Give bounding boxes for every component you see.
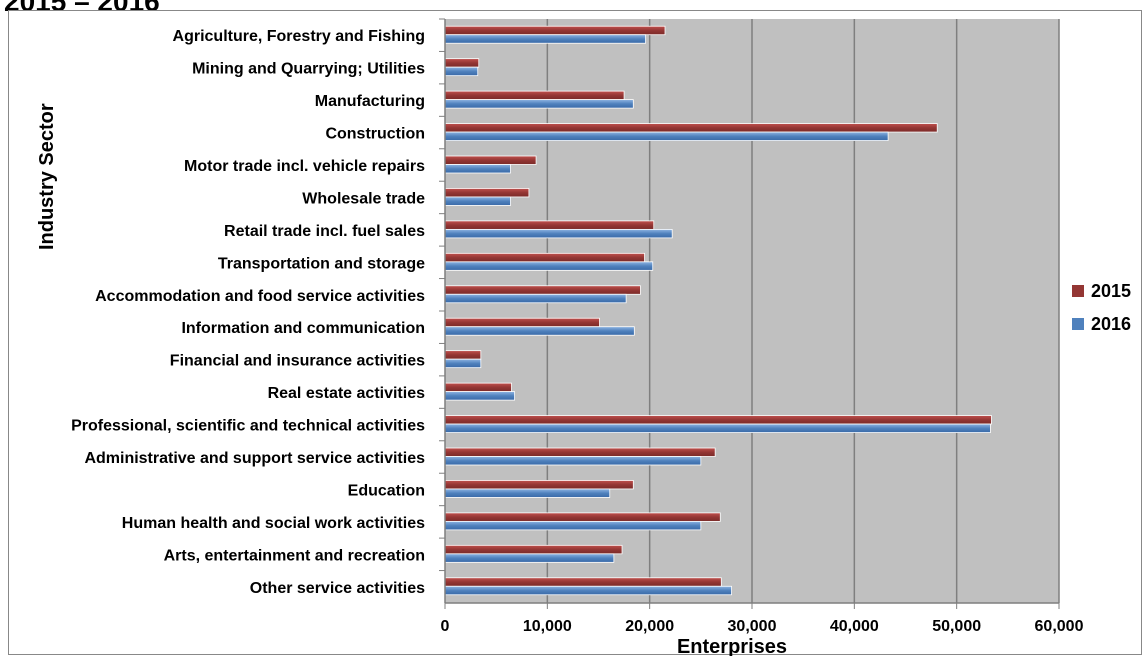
bar-2016 xyxy=(444,358,482,369)
bar-2016 xyxy=(444,585,732,596)
category-label: Financial and insurance activities xyxy=(170,353,425,370)
bar-2016 xyxy=(444,423,991,433)
legend: 2015 2016 xyxy=(1072,281,1131,334)
bar-2015 xyxy=(444,220,655,230)
chart-frame: Agriculture, Forestry and Fishing Mining … xyxy=(8,10,1142,656)
bar-2016 xyxy=(444,228,673,239)
bar-2016 xyxy=(444,196,511,206)
x-tick-label: 30,000 xyxy=(728,618,777,635)
category-label: Information and communication xyxy=(181,320,425,337)
bar-chart: Agriculture, Forestry and Fishing Mining … xyxy=(36,18,1131,656)
bar-2015 xyxy=(444,58,480,68)
x-axis-title: Enterprises xyxy=(677,636,787,656)
category-label: Human health and social work activities xyxy=(122,515,425,532)
category-label: Agriculture, Forestry and Fishing xyxy=(173,28,425,45)
category-label: Accommodation and food service activitie… xyxy=(95,288,425,305)
bar-2015 xyxy=(444,415,992,425)
bar-2015 xyxy=(444,512,721,522)
bar-2016 xyxy=(444,326,635,336)
category-label: Retail trade incl. fuel sales xyxy=(224,223,425,240)
bar-2016 xyxy=(444,488,611,498)
bar-2015 xyxy=(444,382,512,393)
y-axis-title: Industry Sector xyxy=(36,103,58,250)
x-tick-label: 60,000 xyxy=(1035,618,1084,635)
category-label: Transportation and storage xyxy=(218,255,425,272)
x-axis: 0 10,000 20,000 30,000 40,000 50,000 60,000 xyxy=(441,602,1084,635)
bar-2016 xyxy=(444,261,654,271)
bar-2015 xyxy=(444,480,634,490)
bar-2016 xyxy=(444,164,511,174)
legend-label-2016: 2016 xyxy=(1091,314,1131,334)
category-label: Administrative and support service activ… xyxy=(84,450,425,467)
bar-2015 xyxy=(444,577,722,587)
bar-2015 xyxy=(444,544,623,555)
category-label: Professional, scientific and technical a… xyxy=(71,418,425,435)
bar-2016 xyxy=(444,34,646,44)
bar-2015 xyxy=(444,317,600,328)
bar-2015 xyxy=(444,90,625,101)
bar-2016 xyxy=(444,293,627,304)
bar-2015 xyxy=(444,252,645,263)
category-label: Construction xyxy=(325,126,425,143)
gridlines xyxy=(546,19,1060,603)
bar-2016 xyxy=(444,391,515,401)
bar-2016 xyxy=(444,553,615,563)
bar-2015 xyxy=(444,188,530,198)
category-label: Motor trade incl. vehicle repairs xyxy=(184,158,425,175)
bar-2015 xyxy=(444,350,482,360)
x-tick-label: 10,000 xyxy=(523,618,572,635)
category-label: Arts, entertainment and recreation xyxy=(164,547,425,564)
x-tick-label: 40,000 xyxy=(830,618,879,635)
bar-2015 xyxy=(444,285,641,295)
category-label: Other service activities xyxy=(250,580,425,597)
y-axis: Agriculture, Forestry and Fishing Mining … xyxy=(71,18,446,603)
x-tick-label: 20,000 xyxy=(625,618,674,635)
legend-swatch-2015 xyxy=(1072,285,1084,297)
x-tick-label: 50,000 xyxy=(932,618,981,635)
legend-swatch-2016 xyxy=(1072,318,1084,330)
bar-2016 xyxy=(444,99,634,109)
category-label: Wholesale trade xyxy=(302,190,425,207)
bar-2016 xyxy=(444,66,479,77)
bar-2015 xyxy=(444,155,537,165)
category-label: Education xyxy=(348,482,425,499)
bar-2016 xyxy=(444,456,702,466)
x-tick-label: 0 xyxy=(441,618,450,635)
category-label: Manufacturing xyxy=(315,93,425,110)
bar-2015 xyxy=(444,25,666,36)
bar-2015 xyxy=(444,123,938,133)
category-label: Real estate activities xyxy=(268,385,426,402)
legend-label-2015: 2015 xyxy=(1091,281,1131,301)
bar-2016 xyxy=(444,520,702,531)
bar-2016 xyxy=(444,131,889,141)
bar-2015 xyxy=(444,447,716,457)
category-label: Mining and Quarrying; Utilities xyxy=(192,61,425,78)
